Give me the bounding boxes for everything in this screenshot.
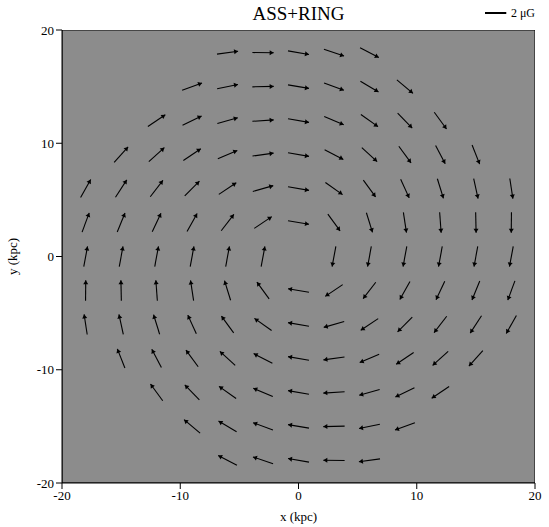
svg-text:-10: -10 xyxy=(172,488,189,503)
svg-text:-20: -20 xyxy=(53,488,70,503)
svg-text:y (kpc): y (kpc) xyxy=(5,238,20,275)
svg-text:-10: -10 xyxy=(37,362,54,377)
html-text:2 μG: 2 μG xyxy=(510,6,535,20)
svg-text:10: 10 xyxy=(410,488,423,503)
svg-text:20: 20 xyxy=(529,488,542,503)
svg-text:10: 10 xyxy=(41,136,54,151)
html-text:ASS+RING: ASS+RING xyxy=(252,3,345,24)
svg-text:20: 20 xyxy=(41,23,54,38)
svg-text:x (kpc): x (kpc) xyxy=(280,509,317,524)
svg-text:-20: -20 xyxy=(37,476,54,491)
svg-text:0: 0 xyxy=(48,249,55,264)
svg-text:0: 0 xyxy=(295,488,302,503)
